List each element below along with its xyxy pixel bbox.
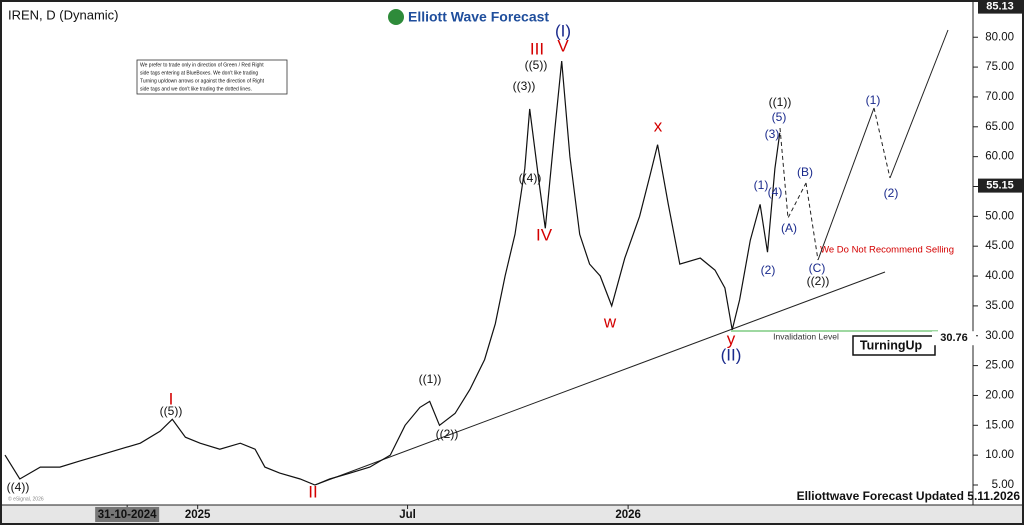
y-tick-label: 40.00	[985, 270, 1014, 282]
wave-label: ((5))	[525, 58, 548, 72]
trendline	[314, 271, 886, 486]
x-tick-label: 31-10-2024	[98, 509, 157, 521]
x-axis-strip	[2, 505, 1022, 523]
wave-label: ((4))	[519, 171, 542, 185]
price-label-box	[978, 178, 1022, 193]
wave-label: (C)	[809, 261, 826, 275]
note-line: We prefer to trade only in direction of …	[140, 62, 264, 68]
note-box	[136, 59, 288, 95]
price-line	[4, 61, 781, 486]
wave-label: (4)	[768, 185, 783, 199]
x-tick-label: 2026	[615, 509, 641, 521]
y-tick-label: 5.00	[992, 479, 1014, 491]
wave-label: (II)	[721, 345, 742, 364]
wave-label: (2)	[761, 263, 776, 277]
note-line: side tags entering at BlueBoxes. We don'…	[140, 70, 258, 76]
projection-path	[805, 182, 819, 261]
badge-box	[852, 335, 936, 356]
x-tick-highlight	[95, 507, 160, 522]
wave-label: ((5))	[160, 404, 183, 418]
y-tick-label: 75.00	[985, 61, 1014, 73]
wave-label: (3)	[765, 127, 780, 141]
price-label-box	[978, 0, 1022, 14]
wave-label: ((4))	[7, 480, 30, 494]
footer: Elliottwave Forecast Updated 5.11.2026	[797, 489, 1021, 503]
y-tick-label: 35.00	[985, 300, 1014, 312]
y-tick-label: 80.00	[985, 31, 1014, 43]
warning: We Do Not Recommend Selling	[820, 245, 954, 256]
wave-label: V	[557, 36, 569, 55]
wave-label: w	[603, 312, 617, 331]
price-label-box	[932, 331, 976, 346]
badge: TurningUp	[860, 338, 923, 352]
y-tick-label: 65.00	[985, 121, 1014, 133]
wave-label: x	[654, 116, 663, 135]
chart-title: IREN, D (Dynamic)	[8, 7, 119, 22]
price-label: 30.76	[940, 332, 968, 344]
y-tick-label: 20.00	[985, 389, 1014, 401]
wave-label: ((2))	[807, 274, 830, 288]
y-tick-label: 25.00	[985, 360, 1014, 372]
y-tick-label: 70.00	[985, 91, 1014, 103]
note-line: side tags and we don't like trading the …	[140, 86, 252, 92]
wave-label: ((2))	[436, 427, 459, 441]
y-tick-label: 45.00	[985, 240, 1014, 252]
note: We prefer to trade only in direction of …	[140, 62, 265, 92]
wave-label: (5)	[772, 110, 787, 124]
wave-label: III	[530, 39, 544, 58]
wave-label: (2)	[884, 186, 899, 200]
wave-label: (1)	[754, 178, 769, 192]
x-tick-label: 2025	[185, 509, 211, 521]
wave-label: (1)	[866, 93, 881, 107]
invalidation-label: Invalidation Level	[773, 331, 839, 341]
projection-path	[817, 107, 875, 261]
projection-path	[889, 29, 949, 179]
wave-label: ((3))	[513, 79, 536, 93]
wave-label: (A)	[781, 221, 797, 235]
y-tick-label: 50.00	[985, 210, 1014, 222]
y-tick-label: 10.00	[985, 449, 1014, 461]
wave-label: I	[169, 389, 174, 408]
wave-label: (I)	[555, 21, 571, 40]
projection	[779, 29, 949, 261]
wave-label: II	[308, 482, 317, 501]
y-tick-label: 15.00	[985, 419, 1014, 431]
projection-path	[873, 107, 891, 179]
x-tick-label: Jul	[399, 509, 416, 521]
wave-label: (B)	[797, 165, 813, 179]
copyright: © eSignal, 2026	[8, 495, 44, 502]
note-line: Turning up/down arrows or against the di…	[140, 78, 265, 84]
y-tick-label: 30.00	[985, 330, 1014, 342]
projection-path	[779, 127, 807, 220]
wave-label: ((1))	[419, 372, 442, 386]
y-tick-label: 60.00	[985, 151, 1014, 163]
price-label: 85.13	[986, 1, 1014, 13]
price-label: 55.15	[986, 180, 1014, 192]
wave-label: IV	[536, 225, 553, 244]
wave-label: y	[727, 329, 736, 348]
wave-label: ((1))	[769, 95, 792, 109]
brand-logo	[388, 9, 404, 25]
brand: Elliott Wave Forecast	[408, 9, 549, 25]
